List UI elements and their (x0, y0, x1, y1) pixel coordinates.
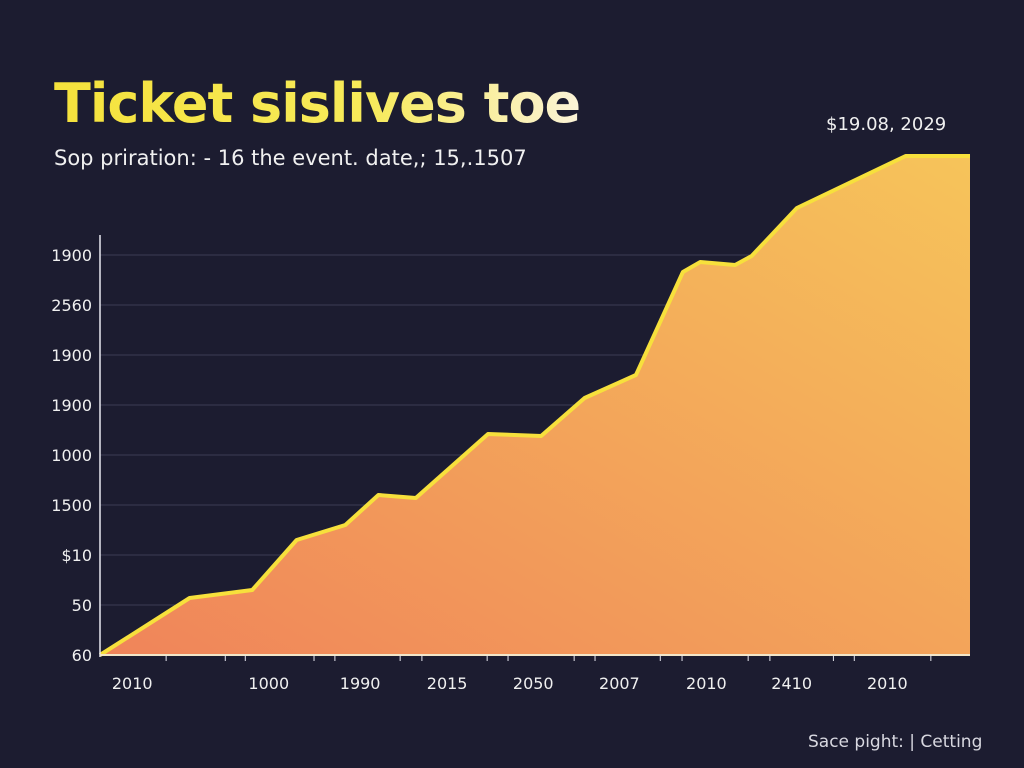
x-tick-label: 2010 (686, 674, 727, 693)
value-annotation: $19.08, 2029 (826, 114, 947, 135)
area-fill (100, 156, 970, 655)
x-tick-label: 2010 (112, 674, 153, 693)
x-tick-label: 2010 (867, 674, 908, 693)
y-tick-label: 1900 (51, 396, 92, 415)
chart-title: Ticket sislives toe (54, 72, 581, 135)
x-tick-label: 2410 (771, 674, 812, 693)
x-tick-label: 2050 (513, 674, 554, 693)
x-tick-label: 2015 (427, 674, 468, 693)
y-tick-label: 1000 (51, 446, 92, 465)
chart-subtitle: Sop priration: - 16 the event. date,; 15… (54, 146, 527, 170)
y-tick-label: 1900 (51, 346, 92, 365)
series-line (98, 154, 970, 657)
y-tick-label: 1900 (51, 246, 92, 265)
y-tick-label: $10 (61, 546, 92, 565)
y-tick-label: 50 (72, 596, 92, 615)
source-note: Sace pight: | Cetting (808, 732, 983, 752)
x-tick-label: 1000 (248, 674, 289, 693)
y-tick-label: 2560 (51, 296, 92, 315)
x-tick-label: 2007 (599, 674, 640, 693)
y-tick-label: 1500 (51, 496, 92, 515)
x-tick-label: 1990 (340, 674, 381, 693)
y-tick-label: 60 (72, 646, 92, 665)
